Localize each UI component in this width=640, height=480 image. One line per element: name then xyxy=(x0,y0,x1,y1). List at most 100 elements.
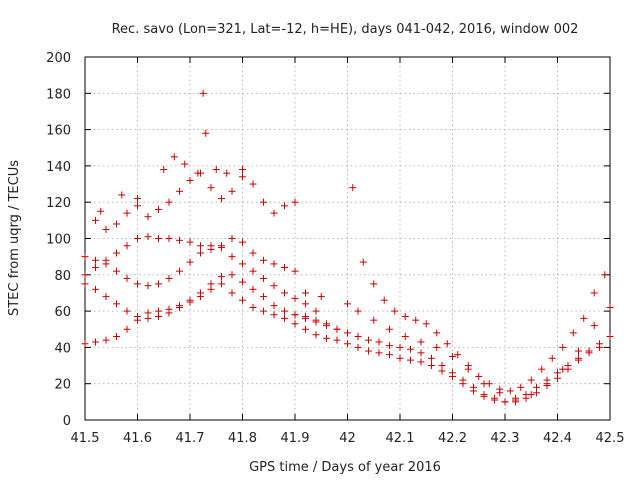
data-point-arc-1 xyxy=(291,320,299,328)
data-point-arc-6 xyxy=(202,129,210,137)
data-point-arc-9 xyxy=(443,340,451,348)
data-point-arc-1 xyxy=(228,289,236,297)
x-tick-label: 41.7 xyxy=(176,431,205,446)
data-point-arc-2 xyxy=(270,302,278,310)
data-point-arc-9 xyxy=(391,307,399,315)
data-point-arc-4 xyxy=(260,256,267,264)
data-point-arc-4 xyxy=(123,242,131,250)
data-point-arc-5 xyxy=(281,202,288,210)
data-point-arc-9 xyxy=(590,289,598,297)
data-point-arc-9 xyxy=(349,184,357,192)
x-tick-label: 42 xyxy=(339,431,356,446)
data-point-arc-2 xyxy=(228,271,236,279)
data-point-arc-3 xyxy=(302,300,309,308)
data-point-arc-10 xyxy=(344,340,351,348)
x-axis-label: GPS time / Days of year 2016 xyxy=(249,460,441,475)
data-point-arc-1 xyxy=(102,336,110,344)
data-point-arc-4 xyxy=(102,256,110,264)
data-point-arc-2 xyxy=(134,313,141,321)
data-point-arc-9 xyxy=(517,383,525,391)
data-point-arc-2 xyxy=(218,273,225,281)
data-point-arc-4 xyxy=(186,238,194,246)
x-tick-label: 42.5 xyxy=(596,431,625,446)
y-tick-label: 0 xyxy=(63,414,71,429)
y-axis-label: STEC from uqrg / TECUs xyxy=(7,160,22,316)
data-point-arc-1 xyxy=(113,333,120,341)
data-point-arc-3 xyxy=(197,249,204,257)
data-point-arc-4 xyxy=(218,242,225,250)
data-point-arc-9 xyxy=(580,314,588,322)
data-point-arc-3 xyxy=(113,267,120,275)
data-point-arc-7 xyxy=(291,311,299,319)
data-point-arc-7 xyxy=(386,342,393,350)
data-point-arc-5 xyxy=(207,184,215,192)
data-point-arc-1 xyxy=(323,334,330,342)
data-point-arc-2 xyxy=(165,309,173,317)
data-point-arc-2 xyxy=(239,278,246,286)
grid-lines xyxy=(85,57,610,420)
data-point-arc-9 xyxy=(601,271,609,279)
data-point-arc-8 xyxy=(575,347,582,355)
data-point-arc-8 xyxy=(433,343,441,351)
data-point-arc-7 xyxy=(323,322,330,330)
y-tick-label: 100 xyxy=(46,233,71,248)
data-point-arc-1 xyxy=(302,325,309,333)
data-point-arc-5 xyxy=(228,187,236,195)
data-point-arc-10 xyxy=(512,396,519,404)
data-point-arc-4 xyxy=(228,235,236,242)
y-tick-label: 80 xyxy=(54,269,71,284)
y-ticks: 0 20 40 60 80 100 120 140 160 180 200 xyxy=(46,51,610,429)
data-point-arc-1 xyxy=(218,280,225,288)
data-point-arc-9 xyxy=(370,280,378,288)
data-point-arc-1 xyxy=(270,311,278,319)
data-point-arc-2 xyxy=(260,293,267,301)
data-point-arc-4 xyxy=(155,235,162,242)
data-point-arc-10 xyxy=(470,387,477,395)
x-tick-label: 41.6 xyxy=(123,431,152,446)
data-point-arc-10 xyxy=(564,362,572,370)
data-point-arc-3 xyxy=(123,274,131,282)
data-point-arc-5 xyxy=(260,198,267,206)
data-point-arc-6 xyxy=(160,166,168,174)
data-point-arc-9 xyxy=(506,387,514,395)
data-point-arc-10 xyxy=(417,358,425,366)
data-point-arc-10 xyxy=(396,354,404,362)
data-point-arc-8 xyxy=(370,316,378,324)
data-point-arc-6 xyxy=(212,166,220,174)
data-point-arc-7 xyxy=(407,345,414,353)
data-point-arc-8 xyxy=(590,322,598,330)
data-point-arc-3 xyxy=(165,274,173,282)
data-point-arc-7 xyxy=(417,349,425,357)
data-point-arc-1 xyxy=(123,325,131,333)
data-point-arc-2 xyxy=(155,313,162,321)
y-tick-label: 180 xyxy=(46,87,71,102)
data-point-arc-3 xyxy=(176,267,183,275)
data-point-arc-9 xyxy=(548,354,556,362)
data-point-arc-9 xyxy=(496,385,504,393)
data-point-arc-10 xyxy=(533,383,540,391)
data-point-arc-3 xyxy=(228,253,236,261)
x-tick-label: 41.5 xyxy=(71,431,100,446)
data-point-arc-7 xyxy=(606,333,614,341)
data-point-arc-2 xyxy=(81,280,89,288)
data-point-arc-3 xyxy=(92,256,99,264)
data-point-arc-4 xyxy=(113,249,120,257)
data-point-arc-4 xyxy=(281,264,288,272)
data-point-arc-8 xyxy=(606,303,614,311)
data-point-arc-3 xyxy=(134,280,141,288)
data-point-arc-8 xyxy=(317,293,325,301)
data-point-arc-4 xyxy=(176,236,183,244)
data-point-arc-10 xyxy=(480,392,488,400)
data-point-arc-8 xyxy=(559,365,567,373)
data-point-arc-7 xyxy=(428,354,435,362)
data-points xyxy=(81,89,614,406)
y-tick-label: 20 xyxy=(54,378,71,393)
data-point-arc-8 xyxy=(417,338,425,346)
data-point-arc-10 xyxy=(428,362,435,370)
data-point-arc-9 xyxy=(433,329,441,337)
data-point-arc-7 xyxy=(312,318,320,326)
data-point-arc-9 xyxy=(527,376,535,384)
data-point-arc-9 xyxy=(475,372,483,380)
data-point-arc-5 xyxy=(186,176,194,184)
data-point-arc-1 xyxy=(333,336,341,344)
